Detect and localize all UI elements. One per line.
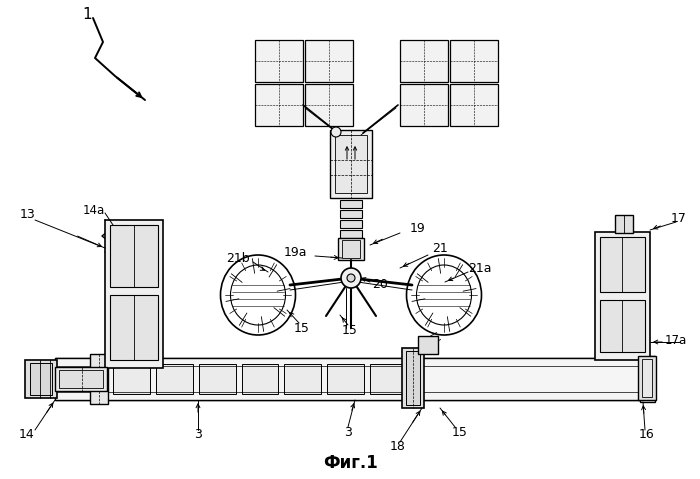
Bar: [450, 40, 498, 82]
Bar: [340, 220, 362, 228]
Text: 21a: 21a: [468, 262, 491, 274]
Text: 16: 16: [639, 429, 655, 442]
Bar: [600, 237, 645, 292]
Bar: [25, 360, 57, 398]
Bar: [55, 367, 107, 391]
Text: 18: 18: [390, 441, 406, 454]
Circle shape: [347, 274, 355, 282]
Text: 3: 3: [344, 425, 352, 438]
Bar: [113, 364, 150, 394]
Bar: [59, 370, 103, 388]
Bar: [340, 200, 362, 208]
Bar: [400, 40, 448, 82]
Bar: [330, 130, 372, 198]
Bar: [335, 135, 367, 193]
Bar: [90, 354, 108, 404]
Bar: [406, 351, 420, 405]
Bar: [340, 210, 362, 218]
Bar: [199, 364, 236, 394]
Bar: [342, 240, 360, 258]
Bar: [241, 364, 279, 394]
Bar: [595, 232, 650, 360]
Text: 15: 15: [294, 321, 310, 334]
Bar: [30, 363, 52, 395]
Text: Фиг.1: Фиг.1: [323, 454, 377, 472]
Circle shape: [341, 268, 361, 288]
Text: 17a: 17a: [665, 333, 687, 346]
Circle shape: [331, 127, 341, 137]
Bar: [338, 238, 364, 260]
Bar: [400, 84, 448, 126]
Bar: [156, 364, 192, 394]
Bar: [55, 358, 655, 400]
Text: 21b: 21b: [226, 251, 250, 264]
Bar: [255, 84, 303, 126]
Bar: [105, 220, 163, 368]
Text: 20: 20: [372, 278, 388, 292]
Text: 19: 19: [410, 221, 426, 235]
Bar: [305, 40, 353, 82]
Text: 1: 1: [82, 7, 92, 22]
Bar: [328, 364, 364, 394]
Bar: [615, 215, 633, 233]
Bar: [450, 84, 498, 126]
Text: 14: 14: [19, 429, 35, 442]
Bar: [600, 300, 645, 352]
Bar: [110, 295, 158, 360]
Text: 3: 3: [194, 429, 202, 442]
Bar: [370, 364, 407, 394]
Text: 17: 17: [671, 212, 687, 225]
Bar: [284, 364, 321, 394]
Bar: [418, 336, 438, 354]
Bar: [640, 356, 655, 402]
Bar: [305, 84, 353, 126]
Text: 19a: 19a: [284, 247, 307, 260]
Text: 13: 13: [20, 208, 36, 221]
Bar: [55, 358, 655, 400]
Text: 14a: 14a: [83, 204, 105, 217]
Bar: [402, 348, 424, 408]
Text: 15: 15: [342, 323, 358, 337]
Bar: [340, 230, 362, 238]
Text: 15: 15: [452, 425, 468, 438]
Bar: [638, 356, 656, 400]
Bar: [110, 225, 158, 287]
Bar: [255, 40, 303, 82]
Bar: [642, 359, 652, 397]
Text: 21: 21: [432, 241, 448, 254]
